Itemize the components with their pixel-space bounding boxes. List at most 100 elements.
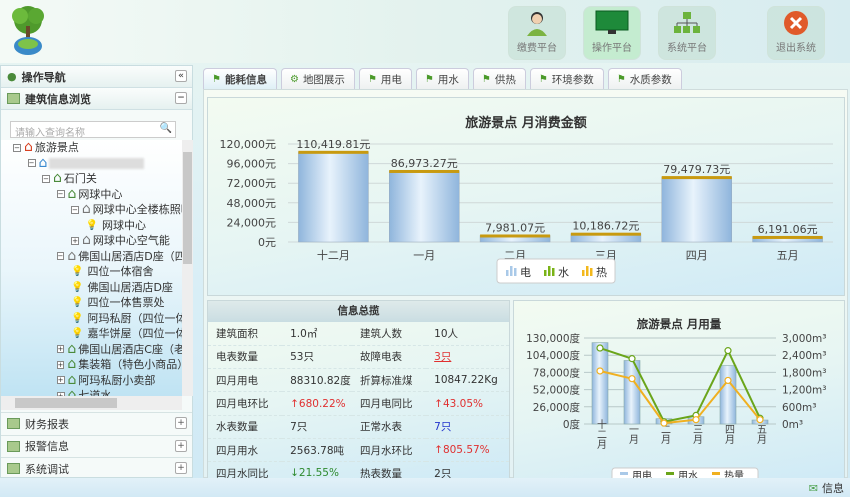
info-title: 信息总揽 — [208, 301, 509, 322]
legend-label: 热量 — [724, 469, 744, 479]
search-input[interactable]: 请输入查询名称 🔍 — [10, 121, 176, 139]
collapse-sidebar-button[interactable]: « — [175, 70, 187, 82]
tree-node[interactable]: − ⌂ 旅游景点 — [1, 140, 182, 156]
tree-node[interactable]: − ⌂ 佛国山居酒店D座（四 — [1, 248, 182, 265]
data-point[interactable] — [628, 375, 636, 383]
collapse-icon[interactable]: − — [42, 174, 50, 183]
building-tree: − ⌂ 旅游景点 − ⌂ − ⌂ 石门关 − ⌂ 网球中心 − ⌂ 网球中心全楼栋照明 💡 网球中心 + ⌂ 网球中… — [1, 140, 182, 396]
tab-2[interactable]: ⚑ 用电 — [358, 68, 412, 89]
data-point[interactable] — [724, 376, 732, 385]
bar-cap — [570, 232, 641, 236]
collapse-icon[interactable]: − — [56, 252, 65, 261]
y-left-tick-label: 78,000度 — [533, 366, 581, 379]
tab-1[interactable]: ⚙ 地图展示 — [280, 68, 355, 89]
data-point[interactable] — [596, 344, 604, 352]
tree-node[interactable]: 💡 四位一体宿舍 — [1, 264, 182, 280]
expand-icon[interactable]: + — [71, 236, 79, 245]
data-point[interactable] — [628, 355, 636, 363]
info-label: 热表数量 — [352, 461, 427, 478]
tree-node[interactable]: − ⌂ 网球中心 — [1, 186, 182, 203]
bar[interactable] — [719, 365, 737, 425]
data-point[interactable] — [724, 347, 732, 355]
expand-icon[interactable]: + — [56, 391, 65, 396]
x-tick-label: 四月 — [723, 424, 735, 445]
collapse-icon[interactable]: − — [13, 143, 21, 152]
tree-node-label: 网球中心全楼栋照明 — [92, 203, 182, 217]
tree-node[interactable]: − ⌂ 网球中心全楼栋照明 — [1, 202, 182, 218]
section-header[interactable]: 建筑信息浏览 − — [1, 88, 192, 110]
bar[interactable] — [389, 170, 460, 243]
tree-node[interactable]: 💡 阿玛私厨（四位一体 — [1, 311, 182, 327]
tree-node-label: 佛国山居酒店C座（老 — [78, 342, 182, 356]
bar[interactable] — [298, 151, 369, 243]
tab-6[interactable]: ⚑ 水质参数 — [607, 68, 682, 89]
tree-node[interactable]: + ⌂ 七道水 — [1, 388, 182, 396]
tab-0[interactable]: ⚑ 能耗信息 — [203, 68, 277, 89]
messages-link[interactable]: ✉ 信息 — [809, 480, 844, 496]
collapse-icon[interactable]: − — [56, 190, 65, 199]
legend-item[interactable]: 电 — [506, 266, 531, 279]
tree-node[interactable]: 💡 嘉华饼屋（四位一体 — [1, 326, 182, 342]
info-value[interactable]: 3只 — [426, 345, 509, 370]
search-icon[interactable]: 🔍 — [159, 123, 172, 134]
legend-item[interactable]: 热 — [582, 266, 607, 279]
tab-3[interactable]: ⚑ 用水 — [415, 68, 469, 89]
tree-node[interactable]: − ⌂ 石门关 — [1, 171, 182, 187]
top-button-0[interactable]: 缴费平台 — [508, 6, 566, 60]
house-icon: ⌂ — [67, 387, 77, 396]
legend-item[interactable]: 水 — [544, 266, 569, 279]
expand-button[interactable]: + — [175, 417, 187, 429]
top-button-2[interactable]: 系统平台 — [658, 6, 716, 60]
info-value: 1.0㎡ — [282, 322, 353, 346]
top-button-1[interactable]: 操作平台 — [583, 6, 641, 60]
expand-button[interactable]: + — [175, 462, 187, 474]
house-icon: ⌂ — [67, 371, 77, 388]
section-toggle-button[interactable]: − — [175, 92, 187, 104]
bar[interactable] — [661, 176, 732, 243]
info-label: 水表数量 — [208, 415, 283, 439]
tree-node[interactable]: + ⌂ 集装箱（特色小商品） — [1, 357, 182, 373]
accordion-item[interactable]: 财务报表 + — [1, 412, 192, 434]
legend: 电 水热 — [496, 258, 616, 284]
tree-node[interactable]: − ⌂ — [1, 155, 182, 172]
tab-5[interactable]: ⚑ 环境参数 — [529, 68, 604, 89]
tree-node[interactable]: + ⌂ 佛国山居酒店C座（老 — [1, 341, 182, 358]
collapse-icon[interactable]: − — [71, 205, 79, 214]
info-label: 电表数量 — [208, 345, 283, 370]
expand-icon[interactable]: + — [56, 360, 65, 369]
house-icon: ⌂ — [82, 232, 91, 249]
tree-node[interactable]: 💡 四位一体售票处 — [1, 295, 182, 311]
y-left-tick-label: 52,000度 — [533, 384, 581, 397]
info-row: 四月电环比 ↑680.22% 四月电同比 ↑43.05% — [208, 391, 509, 416]
expand-button[interactable]: + — [175, 439, 187, 452]
tree-node[interactable]: 💡 网球中心 — [1, 218, 182, 234]
accordion-item[interactable]: 系统调试 + — [1, 457, 192, 479]
accordion-item[interactable]: 报警信息 + — [1, 434, 192, 457]
x-tick-label: 二月 — [659, 424, 671, 445]
tree-node[interactable]: 💡 佛国山居酒店D座 — [1, 280, 182, 296]
tree-node-label: 佛国山居酒店D座（四 — [78, 249, 182, 263]
top-button-3[interactable]: 退出系统 — [767, 6, 825, 60]
collapse-icon[interactable]: − — [27, 159, 36, 168]
x-tick-label: 一月 — [627, 424, 639, 445]
tree-horizontal-scrollbar[interactable] — [1, 396, 182, 410]
tree-node[interactable]: + ⌂ 阿玛私厨小卖部 — [1, 371, 182, 389]
tree-node[interactable]: + ⌂ 网球中心空气能 — [1, 233, 182, 249]
x-tick-label: 五月 — [755, 424, 767, 445]
section-title: 建筑信息浏览 — [25, 92, 91, 106]
bar[interactable] — [591, 342, 609, 425]
tab-label: 用水 — [437, 73, 459, 86]
data-point[interactable] — [692, 416, 700, 424]
data-point[interactable] — [660, 419, 668, 427]
tab-label: 用电 — [380, 73, 402, 86]
y-right-tick-label: 2,400m³ — [782, 350, 827, 362]
data-point[interactable] — [596, 367, 604, 375]
legend-label: 水 — [558, 266, 569, 279]
data-point[interactable] — [756, 416, 764, 424]
tab-4[interactable]: ⚑ 供热 — [472, 68, 526, 89]
tree-vertical-scrollbar[interactable] — [182, 140, 193, 396]
usage-chart-panel: 旅游景点 月用量 0度 0m³ 26,000度 600m³ 52,000度 1,200m³ 7… — [513, 300, 845, 479]
expand-icon[interactable]: + — [56, 345, 65, 354]
bar-cap — [389, 169, 460, 173]
expand-icon[interactable]: + — [56, 376, 65, 385]
